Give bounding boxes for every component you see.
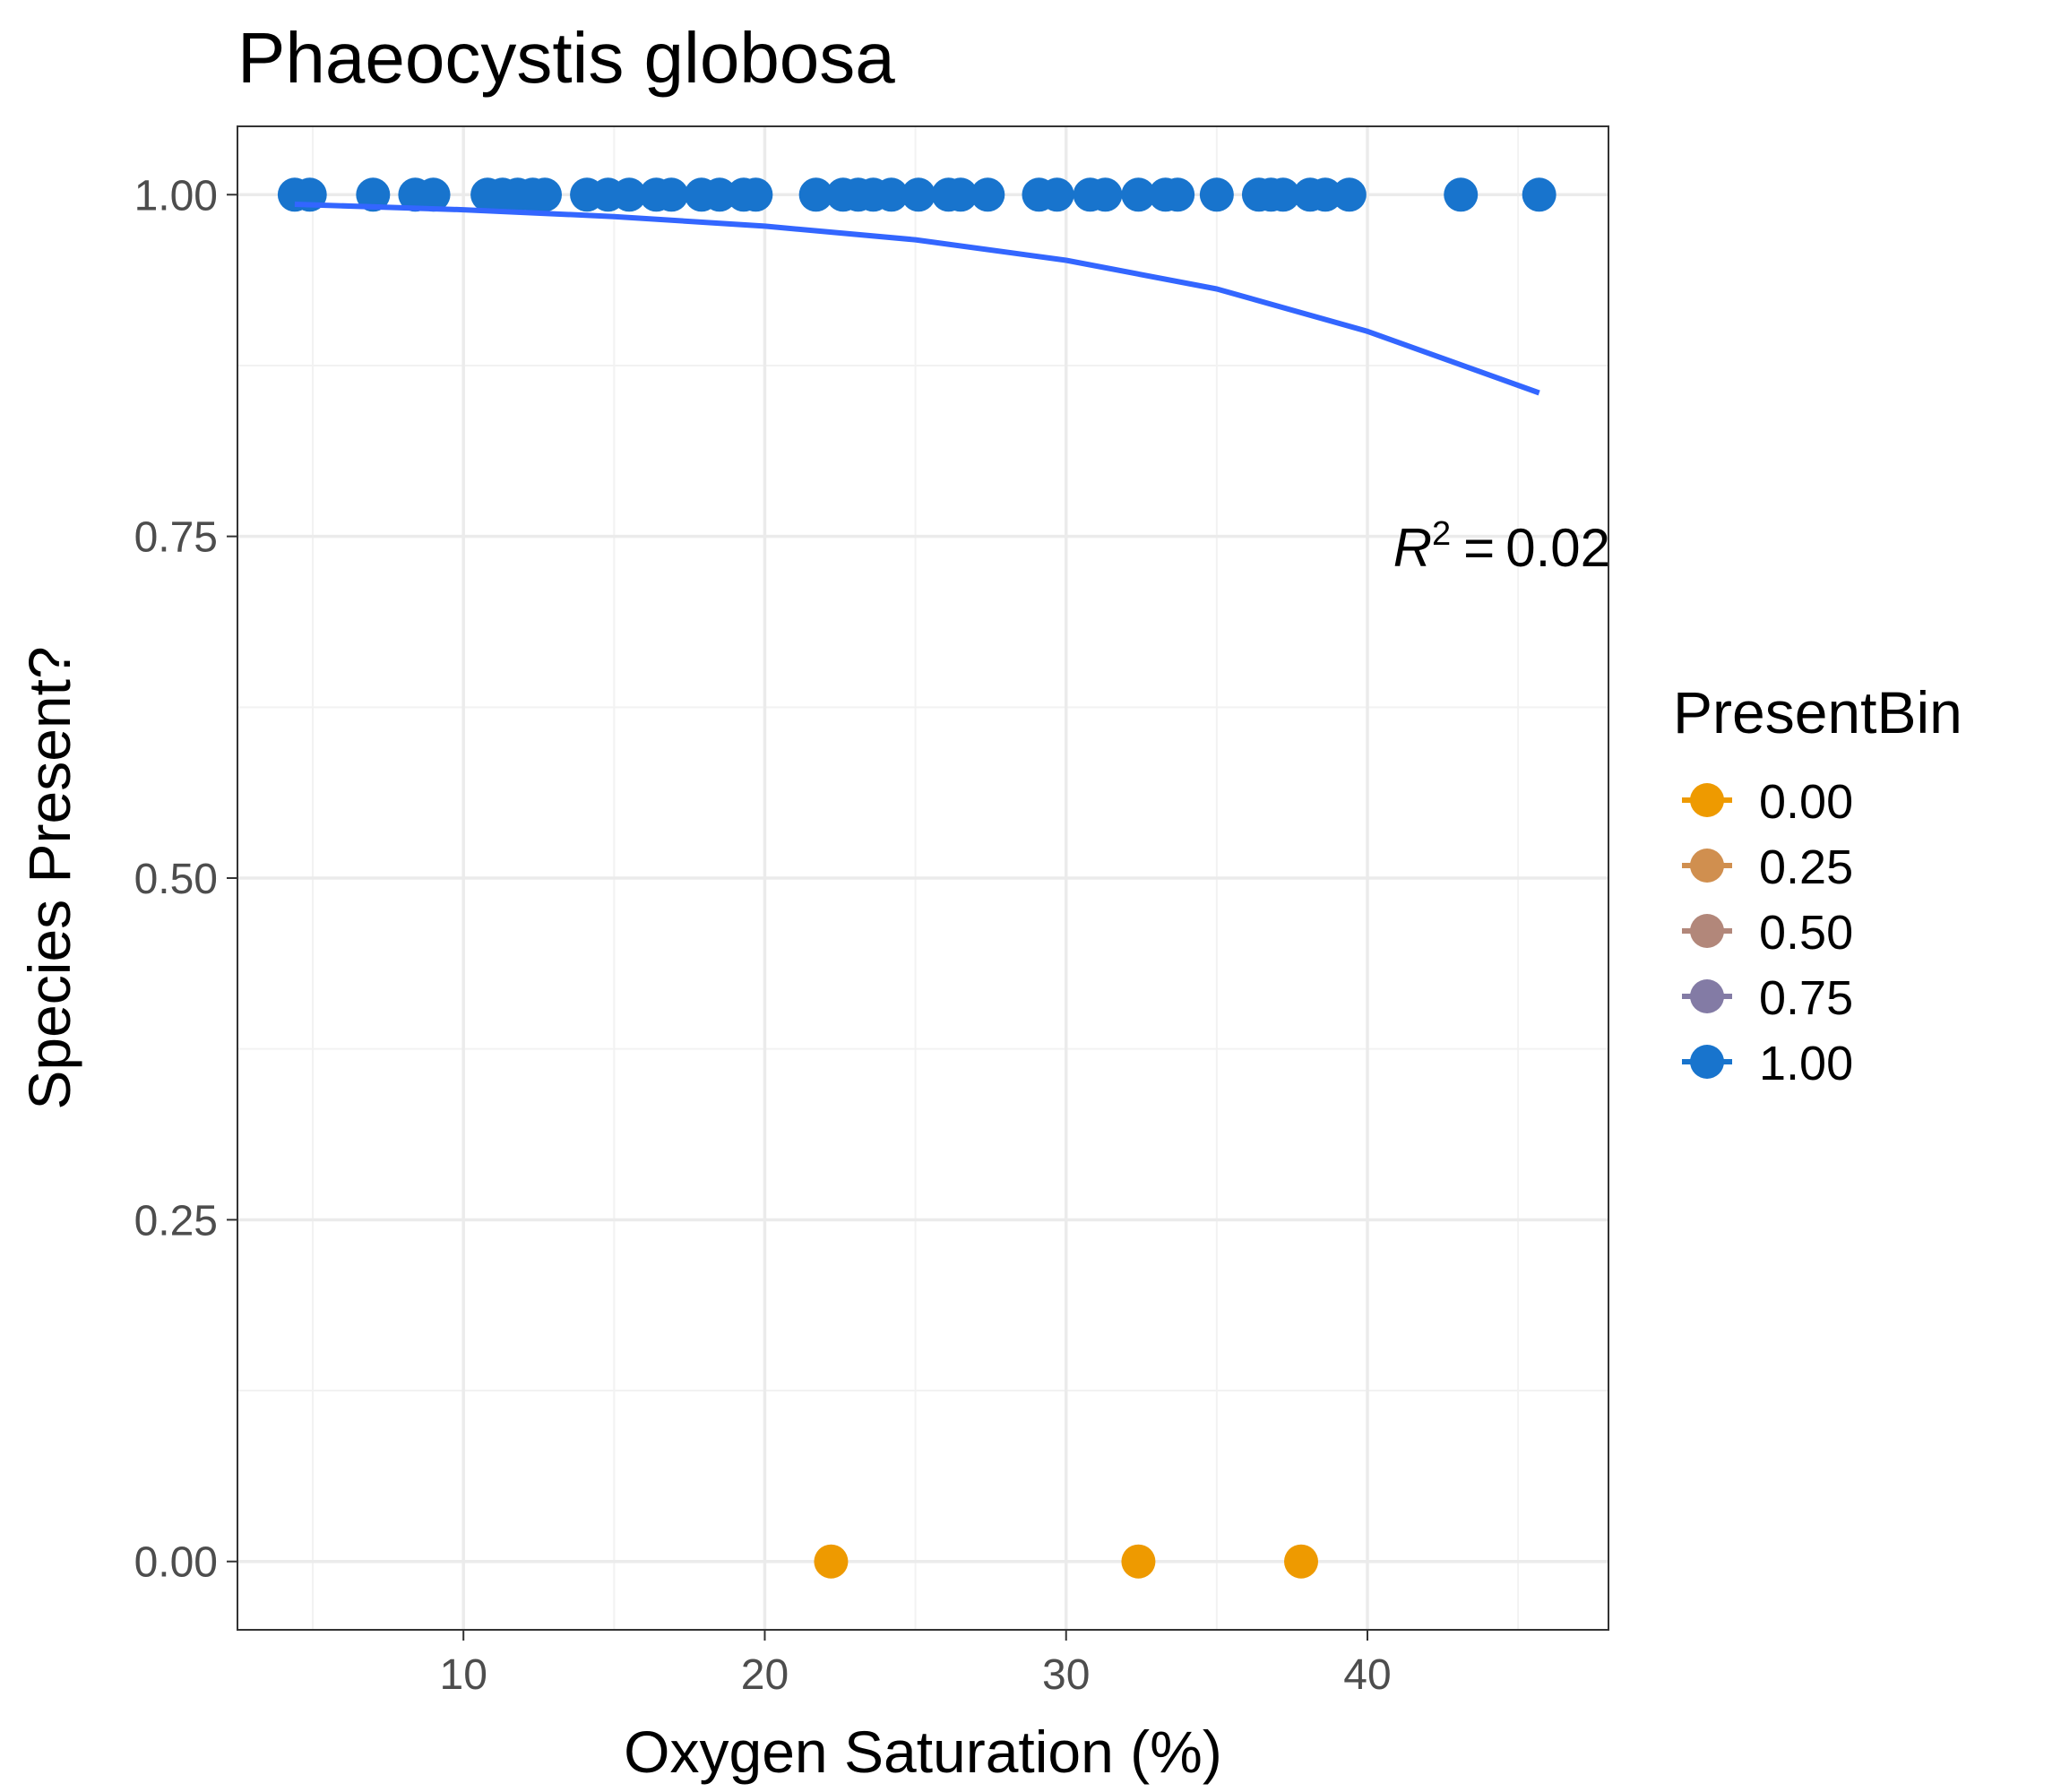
data-point (738, 177, 773, 212)
data-point (1121, 177, 1156, 212)
x-tick-label: 40 (1343, 1651, 1391, 1699)
legend-items: 0.00 0.25 0.50 0.75 1.00 (1682, 775, 1853, 1090)
data-point (874, 177, 909, 212)
legend-key-point (1690, 1045, 1724, 1079)
legend-item: 1.00 (1682, 1037, 1853, 1090)
data-point (1522, 177, 1557, 212)
fit-line (294, 202, 1540, 396)
y-axis: 0.00 0.25 0.50 0.75 1.00 (134, 172, 237, 1587)
legend-label: 1.00 (1759, 1037, 1853, 1090)
r-squared-annotation: R2 = 0.02 (1393, 515, 1610, 578)
data-point (612, 177, 647, 212)
data-point (1199, 177, 1234, 212)
legend-key-point (1690, 849, 1724, 883)
data-point (1265, 177, 1300, 212)
y-axis-title: Species Present? (16, 646, 82, 1109)
data-point (1160, 177, 1195, 212)
legend-item: 0.50 (1682, 906, 1853, 960)
legend: PresentBin 0.00 0.25 0.50 0.75 1.00 (1673, 679, 1962, 1090)
fit-line-layer (294, 202, 1540, 396)
y-tick-label: 0.25 (134, 1197, 218, 1245)
x-tick-label: 30 (1042, 1651, 1090, 1699)
y-tick-label: 0.75 (134, 514, 218, 562)
x-tick-label: 10 (440, 1651, 487, 1699)
data-point (1307, 177, 1342, 212)
r-squared-exponent: 2 (1432, 515, 1451, 553)
data-point (814, 1544, 849, 1579)
x-axis-title: Oxygen Saturation (%) (624, 1719, 1222, 1785)
x-tick-label: 20 (741, 1651, 789, 1699)
x-axis: 10 20 30 40 (440, 1630, 1392, 1699)
legend-title: PresentBin (1673, 679, 1962, 745)
legend-key-point (1690, 979, 1724, 1013)
legend-key-point (1690, 783, 1724, 817)
data-point (798, 177, 833, 212)
legend-label: 0.25 (1759, 840, 1853, 894)
data-point (703, 177, 737, 212)
r-squared-value: 0.02 (1505, 518, 1610, 578)
data-point (901, 177, 936, 212)
data-point (1088, 177, 1123, 212)
data-point (416, 177, 451, 212)
data-point (1444, 177, 1479, 212)
points-layer (277, 177, 1557, 1579)
data-point (944, 177, 979, 212)
data-point (1039, 177, 1074, 212)
data-point (527, 177, 562, 212)
legend-label: 0.75 (1759, 971, 1853, 1025)
y-tick-label: 0.00 (134, 1539, 218, 1587)
r-squared-symbol: R (1393, 518, 1432, 578)
data-point (356, 177, 391, 212)
data-point (1332, 177, 1367, 212)
legend-label: 0.00 (1759, 775, 1853, 829)
plot-title: Phaeocystis globosa (237, 18, 895, 98)
legend-item: 0.25 (1682, 840, 1853, 894)
y-tick-label: 0.50 (134, 856, 218, 903)
y-tick-label: 1.00 (134, 172, 218, 220)
legend-key-point (1690, 914, 1724, 948)
data-point (970, 177, 1005, 212)
r-squared-equals: = (1463, 518, 1495, 578)
data-point (654, 177, 689, 212)
data-point (1121, 1544, 1156, 1579)
data-point (1284, 1544, 1319, 1579)
legend-label: 0.50 (1759, 906, 1853, 960)
legend-item: 0.00 (1682, 775, 1853, 829)
legend-item: 0.75 (1682, 971, 1853, 1025)
